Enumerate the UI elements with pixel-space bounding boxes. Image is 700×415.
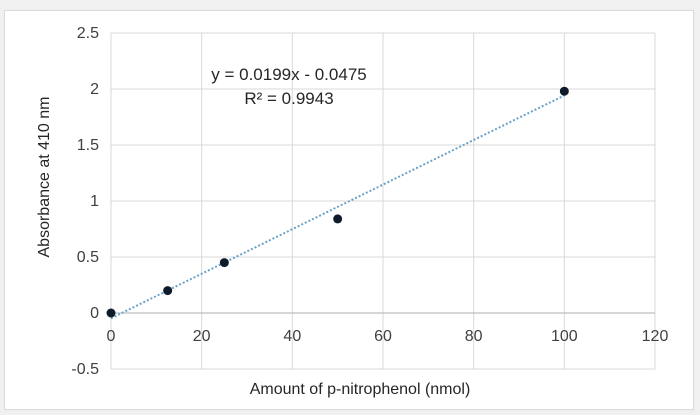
r-squared-label: R² = 0.9943: [244, 89, 333, 108]
y-tick-label: 2: [90, 81, 99, 98]
trendline: [110, 94, 565, 320]
data-point: [106, 308, 116, 318]
data-points: [106, 86, 569, 318]
x-axis-title: Amount of p-nitrophenol (nmol): [250, 381, 471, 398]
y-tick-label: 1: [90, 193, 99, 210]
y-tick-label: 2.5: [77, 25, 99, 42]
y-tick-label: 0.5: [77, 249, 99, 266]
x-tick-label: 100: [551, 328, 578, 345]
gridlines: [110, 32, 656, 370]
data-point: [163, 286, 173, 296]
x-tick-label: 60: [374, 328, 392, 345]
x-tick-label: 20: [193, 328, 211, 345]
trendline-equation: y = 0.0199x - 0.0475: [211, 65, 366, 84]
data-point: [333, 214, 343, 224]
chart-frame: -0.5 0 0.5 1 1.5 2 2.5 0 20 40 60 80 100 120 y = 0.0…: [4, 10, 694, 410]
y-tick-label: 0: [90, 305, 99, 322]
y-tick-label: 1.5: [77, 137, 99, 154]
data-point: [219, 258, 229, 268]
data-point: [559, 86, 569, 96]
scatter-chart: -0.5 0 0.5 1 1.5 2 2.5 0 20 40 60 80 100 120 y = 0.0…: [36, 25, 669, 398]
x-axis-ticks: 0 20 40 60 80 100 120: [107, 328, 669, 345]
x-tick-label: 80: [465, 328, 483, 345]
x-tick-label: 120: [642, 328, 669, 345]
x-tick-label: 40: [283, 328, 301, 345]
x-tick-label: 0: [107, 328, 116, 345]
y-tick-label: -0.5: [71, 361, 99, 378]
y-axis-title: Absorbance at 410 nm: [36, 97, 53, 258]
y-axis-ticks: -0.5 0 0.5 1 1.5 2 2.5: [71, 25, 99, 378]
